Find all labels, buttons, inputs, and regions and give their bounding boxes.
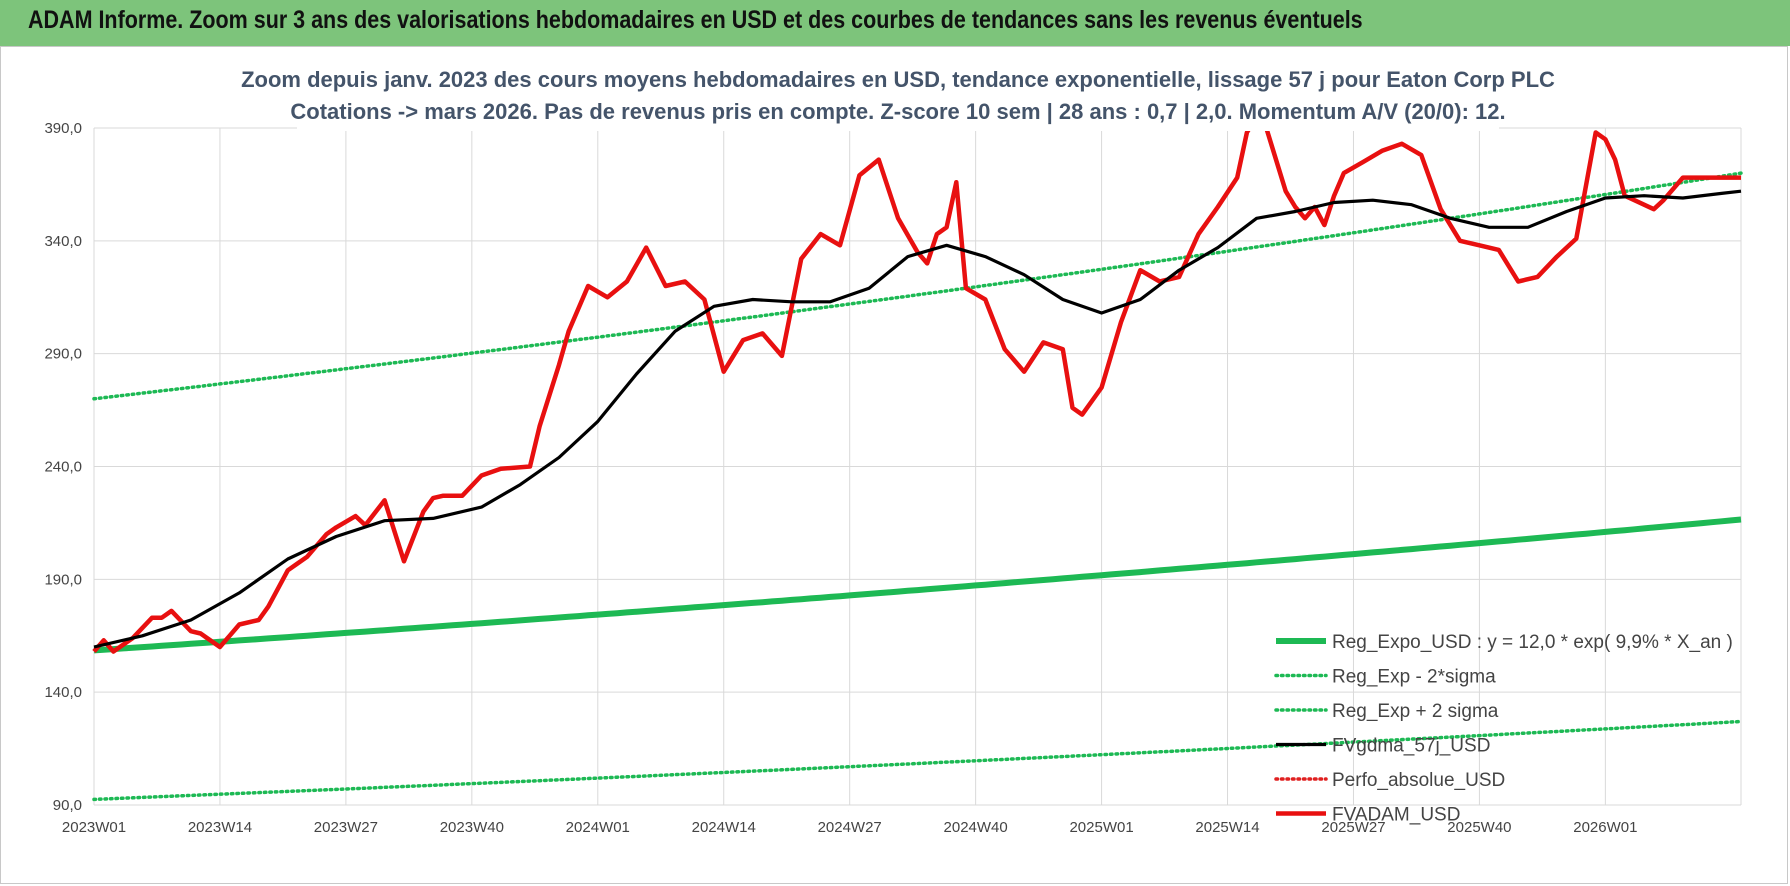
y-tick-label: 390,0 bbox=[44, 120, 82, 137]
x-tick-label: 2024W40 bbox=[944, 819, 1008, 836]
chart-subtitle-line-2: Cotations -> mars 2026. Pas de revenus p… bbox=[290, 99, 1505, 124]
y-tick-label: 290,0 bbox=[44, 346, 82, 363]
y-axis-tick-labels: 390,0 340,0 290,0 240,0 190,0 140,0 90,0 bbox=[44, 120, 82, 814]
y-tick-label: 90,0 bbox=[53, 797, 82, 814]
x-tick-label: 2024W01 bbox=[566, 819, 630, 836]
series-reg-minus-2sigma bbox=[92, 719, 1743, 802]
legend-label-reg-minus-2sigma: Reg_Exp - 2*sigma bbox=[1332, 667, 1496, 688]
series-fvadam bbox=[92, 114, 1741, 654]
y-tick-label: 240,0 bbox=[44, 459, 82, 476]
x-tick-label: 2024W27 bbox=[818, 819, 882, 836]
x-tick-label: 2023W40 bbox=[440, 819, 504, 836]
x-tick-label: 2024W14 bbox=[692, 819, 756, 836]
series-reg-expo bbox=[93, 516, 1742, 654]
y-tick-label: 140,0 bbox=[44, 684, 82, 701]
header-banner: ADAM Informe. Zoom sur 3 ans des valoris… bbox=[0, 0, 1790, 46]
x-tick-label: 2025W40 bbox=[1447, 819, 1511, 836]
x-tick-label: 2023W14 bbox=[188, 819, 252, 836]
chart-frame: 390,0 340,0 290,0 240,0 190,0 140,0 90,0 2023W… bbox=[0, 46, 1788, 884]
y-tick-label: 340,0 bbox=[44, 233, 82, 250]
y-tick-label: 190,0 bbox=[44, 571, 82, 588]
legend-label-fvgdma-57j: FVgdma_57j_USD bbox=[1332, 736, 1490, 757]
page-title: ADAM Informe. Zoom sur 3 ans des valoris… bbox=[28, 6, 1363, 34]
x-axis-tick-labels: 2023W01 2023W14 2023W27 2023W40 2024W01 2024W… bbox=[62, 819, 1638, 836]
chart-grid bbox=[93, 127, 1742, 806]
series-fvgdma-57j bbox=[93, 189, 1742, 649]
x-tick-label: 2025W01 bbox=[1069, 819, 1133, 836]
chart-subtitle-line-1: Zoom depuis janv. 2023 des cours moyens … bbox=[241, 67, 1555, 92]
x-tick-label: 2026W01 bbox=[1573, 819, 1637, 836]
legend-label-fvadam: FVADAM_USD bbox=[1332, 805, 1460, 826]
line-chart: 390,0 340,0 290,0 240,0 190,0 140,0 90,0 2023W… bbox=[44, 61, 1743, 836]
x-tick-label: 2025W27 bbox=[1321, 819, 1385, 836]
legend-label-reg-plus-2sigma: Reg_Exp + 2 sigma bbox=[1332, 701, 1499, 722]
x-tick-label: 2023W01 bbox=[62, 819, 126, 836]
series-reg-plus-2sigma bbox=[92, 171, 1743, 401]
x-tick-label: 2025W14 bbox=[1195, 819, 1259, 836]
subtitle-background bbox=[297, 61, 1499, 131]
legend-label-reg-expo: Reg_Expo_USD : y = 12,0 * exp( 9,9% * X_… bbox=[1332, 632, 1733, 653]
legend-label-perfo-absolue: Perfo_absolue_USD bbox=[1332, 770, 1505, 791]
x-tick-label: 2023W27 bbox=[314, 819, 378, 836]
series-layer bbox=[92, 114, 1743, 802]
chart-legend: Reg_Expo_USD : y = 12,0 * exp( 9,9% * X_… bbox=[1274, 632, 1733, 826]
